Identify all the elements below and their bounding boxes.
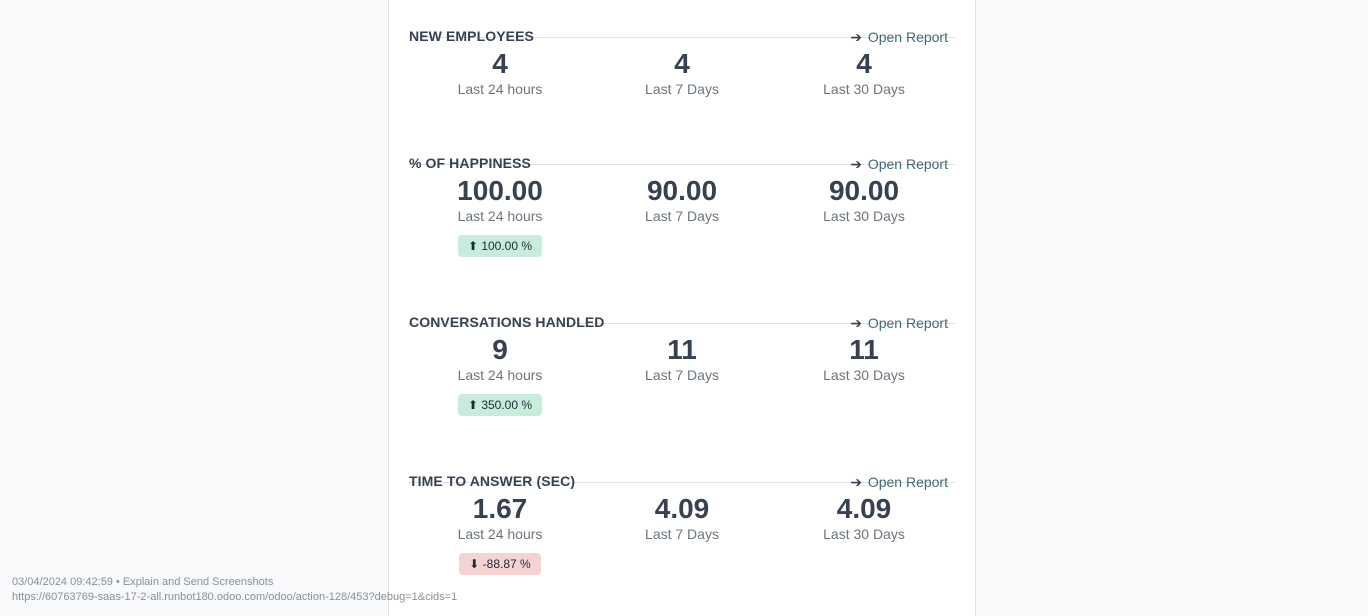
kpi-value: 4.09 — [654, 493, 710, 524]
kpi-last-7-days: 11 Last 7 Days — [591, 324, 773, 383]
trend-down-badge: ⬇ -88.87 % — [459, 553, 541, 575]
kpi-value: 9 — [492, 334, 508, 365]
arrow-right-icon: ➔ — [850, 156, 862, 172]
kpi-label: Last 7 Days — [645, 81, 719, 97]
kpi-last-24-hours: 1.67 Last 24 hours ⬇ -88.87 % — [409, 483, 591, 575]
kpi-label: Last 7 Days — [645, 208, 719, 224]
kpi-value: 100.00 — [457, 175, 543, 206]
kpi-value: 4 — [492, 48, 508, 79]
section-header: % OF HAPPINESS ➔ Open Report — [409, 135, 955, 172]
kpi-last-7-days: 90.00 Last 7 Days — [591, 165, 773, 224]
kpi-value: 11 — [667, 334, 697, 365]
open-report-label: Open Report — [867, 315, 948, 331]
kpi-row: 1.67 Last 24 hours ⬇ -88.87 % 4.09 Last … — [409, 483, 955, 583]
kpi-last-7-days: 4.09 Last 7 Days — [591, 483, 773, 542]
arrow-right-icon: ➔ — [850, 29, 862, 45]
kpi-last-24-hours: 100.00 Last 24 hours ⬆ 100.00 % — [409, 165, 591, 257]
section-header: TIME TO ANSWER (SEC) ➔ Open Report — [409, 453, 955, 490]
kpi-value: 4 — [856, 48, 872, 79]
kpi-label: Last 24 hours — [457, 208, 543, 224]
section-title: TIME TO ANSWER (SEC) — [409, 473, 576, 489]
arrow-right-icon: ➔ — [850, 315, 862, 331]
kpi-label: Last 30 Days — [823, 367, 905, 383]
open-report-label: Open Report — [867, 29, 948, 45]
section-header: CONVERSATIONS HANDLED ➔ Open Report — [409, 294, 955, 331]
kpi-last-30-days: 11 Last 30 Days — [773, 324, 955, 383]
section-title: CONVERSATIONS HANDLED — [409, 314, 605, 330]
open-report-link[interactable]: ➔ Open Report — [850, 474, 948, 491]
kpi-label: Last 24 hours — [457, 81, 543, 97]
open-report-link[interactable]: ➔ Open Report — [850, 29, 948, 46]
trend-up-badge: ⬆ 100.00 % — [457, 235, 543, 257]
kpi-label: Last 30 Days — [823, 81, 905, 97]
kpi-label: Last 7 Days — [645, 526, 719, 542]
open-report-link[interactable]: ➔ Open Report — [850, 315, 948, 332]
section-title: NEW EMPLOYEES — [409, 28, 534, 44]
kpi-value: 1.67 — [472, 493, 528, 524]
open-report-label: Open Report — [867, 156, 948, 172]
digest-email-panel: NEW EMPLOYEES ➔ Open Report 4 Last 24 ho… — [388, 0, 976, 616]
kpi-row: 9 Last 24 hours ⬆ 350.00 % 11 Last 7 Day… — [409, 324, 955, 424]
kpi-last-24-hours: 9 Last 24 hours ⬆ 350.00 % — [409, 324, 591, 416]
kpi-value: 4 — [674, 48, 690, 79]
kpi-last-30-days: 90.00 Last 30 Days — [773, 165, 955, 224]
kpi-last-7-days: 4 Last 7 Days — [591, 38, 773, 97]
kpi-value: 11 — [849, 334, 879, 365]
section-title: % OF HAPPINESS — [409, 155, 531, 171]
kpi-label: Last 24 hours — [457, 526, 543, 542]
kpi-label: Last 7 Days — [645, 367, 719, 383]
kpi-last-30-days: 4 Last 30 Days — [773, 38, 955, 97]
kpi-value: 90.00 — [828, 175, 900, 206]
trend-up-badge: ⬆ 350.00 % — [457, 394, 543, 416]
arrow-right-icon: ➔ — [850, 474, 862, 490]
open-report-link[interactable]: ➔ Open Report — [850, 156, 948, 173]
screenshot-timestamp: 03/04/2024 09:42:59 • Explain and Send S… — [12, 576, 274, 588]
kpi-label: Last 30 Days — [823, 208, 905, 224]
kpi-value: 4.09 — [836, 493, 892, 524]
kpi-row: 100.00 Last 24 hours ⬆ 100.00 % 90.00 La… — [409, 165, 955, 265]
section-happiness: % OF HAPPINESS ➔ Open Report 100.00 Last… — [409, 135, 955, 265]
section-header: NEW EMPLOYEES ➔ Open Report — [409, 8, 955, 45]
screenshot-url: https://60763769-saas-17-2-all.runbot180… — [12, 591, 458, 603]
kpi-value: 90.00 — [646, 175, 718, 206]
kpi-row: 4 Last 24 hours 4 Last 7 Days 4 Last 30 … — [409, 38, 955, 138]
kpi-label: Last 30 Days — [823, 526, 905, 542]
section-time-to-answer: TIME TO ANSWER (SEC) ➔ Open Report 1.67 … — [409, 453, 955, 583]
open-report-label: Open Report — [867, 474, 948, 490]
kpi-last-30-days: 4.09 Last 30 Days — [773, 483, 955, 542]
kpi-last-24-hours: 4 Last 24 hours — [409, 38, 591, 97]
section-new-employees: NEW EMPLOYEES ➔ Open Report 4 Last 24 ho… — [409, 8, 955, 138]
kpi-label: Last 24 hours — [457, 367, 543, 383]
section-conversations-handled: CONVERSATIONS HANDLED ➔ Open Report 9 La… — [409, 294, 955, 424]
